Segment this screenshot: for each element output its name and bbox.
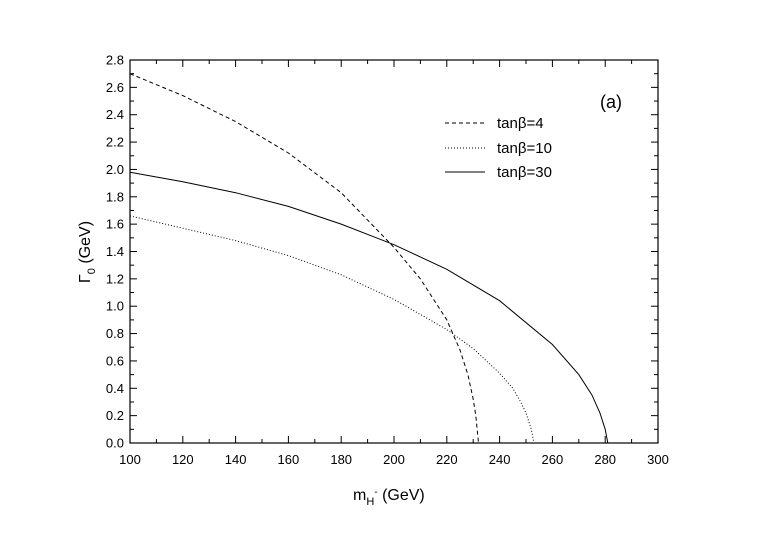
- series-line-1: [129, 215, 535, 444]
- y-tick-label: 1.2: [106, 271, 124, 286]
- x-tick-label: 180: [330, 452, 352, 467]
- y-axis-label-main: Γ: [77, 274, 94, 283]
- legend-label-tanb10: tanβ=10: [497, 140, 552, 157]
- x-axis-label-sup: -: [374, 487, 377, 498]
- x-tick-label: 300: [647, 452, 669, 467]
- x-tick-label: 200: [383, 452, 405, 467]
- x-axis-label-unit: (GeV): [378, 487, 425, 504]
- y-axis-label-sub: 0: [86, 268, 98, 274]
- series-line-0: [129, 73, 479, 444]
- y-tick-label: 1.0: [106, 299, 124, 314]
- y-axis-ticks: 0.0 0.2 0.4 0.6 0.8 1.0 1.2 1.4 1.6 1.8 2.0 2.2 2.4 2…: [106, 53, 658, 451]
- x-tick-label: 280: [594, 452, 616, 467]
- y-axis-label: Γ0 (GeV): [77, 221, 98, 283]
- y-tick-label: 0.2: [106, 408, 124, 423]
- y-tick-label: 0.6: [106, 353, 124, 368]
- legend-label-tanb30: tanβ=30: [497, 164, 552, 181]
- series-layer: [129, 73, 609, 444]
- x-axis-label: mH- (GeV): [353, 487, 425, 508]
- y-tick-label: 2.0: [106, 162, 124, 177]
- x-tick-label: 160: [278, 452, 300, 467]
- y-tick-label: 2.4: [106, 107, 124, 122]
- y-axis-label-unit: (GeV): [77, 221, 94, 268]
- x-tick-label: 100: [119, 452, 141, 467]
- panel-label: (a): [600, 92, 622, 112]
- y-tick-label: 1.6: [106, 217, 124, 232]
- y-tick-label: 2.6: [106, 80, 124, 95]
- x-tick-label: 220: [436, 452, 458, 467]
- y-tick-label: 1.4: [106, 244, 124, 259]
- series-line-2: [129, 171, 609, 444]
- x-axis-label-sub: H: [366, 496, 374, 508]
- y-tick-label: 0.0: [106, 436, 124, 451]
- y-tick-label: 1.8: [106, 189, 124, 204]
- x-axis-label-main: m: [353, 487, 366, 504]
- x-tick-label: 120: [172, 452, 194, 467]
- x-axis-ticks: 100 120 140 160 180 200 220 240 260 280 300: [119, 60, 669, 467]
- y-tick-label: 0.4: [106, 381, 124, 396]
- x-tick-label: 240: [489, 452, 511, 467]
- plot-frame: [129, 59, 659, 444]
- y-tick-label: 2.8: [106, 53, 124, 68]
- x-tick-label: 260: [542, 452, 564, 467]
- y-tick-label: 0.8: [106, 326, 124, 341]
- x-tick-label: 140: [225, 452, 247, 467]
- y-tick-label: 2.2: [106, 135, 124, 150]
- legend-label-tanb4: tanβ=4: [497, 115, 544, 132]
- legend: tanβ=4 tanβ=10 tanβ=30: [445, 115, 552, 181]
